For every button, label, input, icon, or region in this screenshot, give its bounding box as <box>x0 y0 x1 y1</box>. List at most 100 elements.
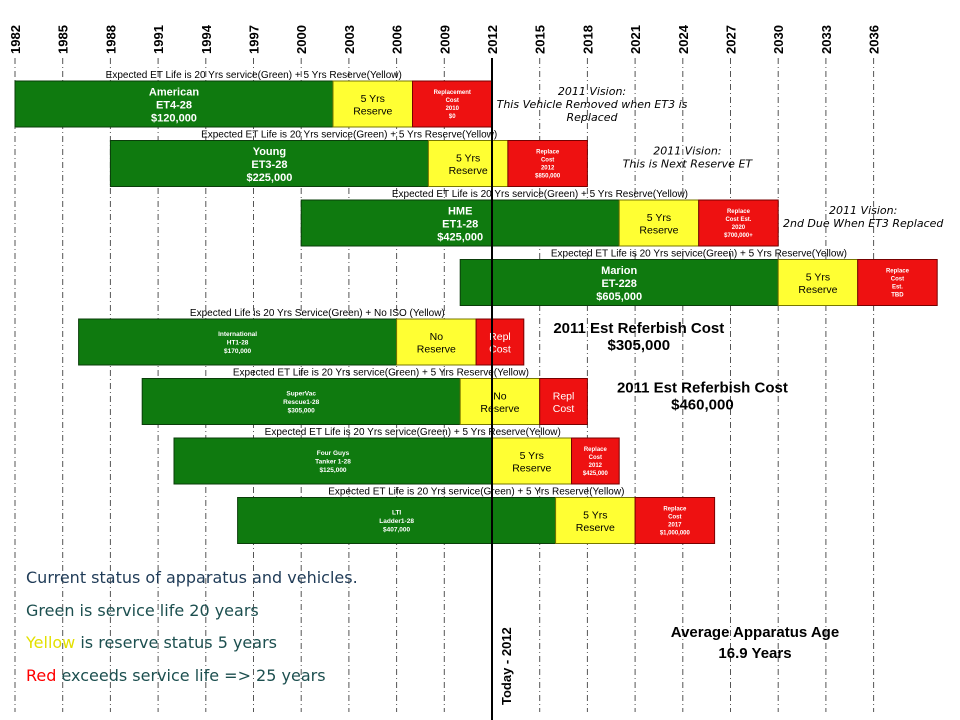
year-tick-1991: 1991 <box>151 25 166 54</box>
year-tick-2012: 2012 <box>485 25 500 54</box>
vehicle-header: Expected ET Life is 20 Yrs service(Green… <box>551 249 847 260</box>
replacement-segment <box>634 497 716 544</box>
legend: Current status of apparatus and vehicles… <box>26 562 358 692</box>
average-age-text: Average Apparatus Age 16.9 Years <box>671 624 839 662</box>
vehicle-row-3: Expected ET Life is 20 Yrs service(Green… <box>300 189 779 247</box>
annotation-1: 2011 Vision: This Vehicle Removed when ET… <box>497 85 688 124</box>
year-tick-1997: 1997 <box>247 25 262 54</box>
reserve-segment <box>777 259 859 306</box>
year-tick-2036: 2036 <box>867 25 882 54</box>
vehicle-info-text: Young ET3-28 $225,000 <box>246 146 292 184</box>
replacement-cost-text: Replace Cost 2012 $425,000 <box>583 447 609 477</box>
legend-green-line: Green is service life 20 years <box>26 600 259 620</box>
reserve-text: No Reserve <box>480 391 519 416</box>
reserve-segment <box>332 80 413 128</box>
service-life-segment <box>459 259 779 306</box>
replacement-cost-text: Replace Cost Est. TBD <box>886 269 910 299</box>
year-tick-2006: 2006 <box>390 25 405 54</box>
reserve-segment <box>459 378 541 425</box>
year-tick-1982: 1982 <box>8 25 23 54</box>
year-tick-labels: 1982 1985 1988 1991 1994 1997 2000 2003 2006 2009… <box>8 24 882 54</box>
legend-intro: Current status of apparatus and vehicles… <box>26 568 358 587</box>
reserve-segment <box>396 318 477 366</box>
reserve-segment <box>427 140 509 187</box>
year-tick-1988: 1988 <box>103 25 118 54</box>
legend-red-rest: exceeds service life => 25 years <box>56 665 326 685</box>
legend-yellow-word: Yellow <box>26 633 76 652</box>
reserve-text: 5 Yrs Reserve <box>798 272 837 297</box>
replacement-cost-text: Repl Cost <box>489 331 511 356</box>
vehicle-header: Expected Life is 20 Yrs Service(Green) +… <box>190 308 445 319</box>
replacement-segment <box>571 437 620 485</box>
annotation-5: 2011 Est Referbish Cost $460,000 <box>617 380 788 414</box>
year-tick-2018: 2018 <box>580 25 595 54</box>
replacement-cost-text: Replace Cost 2017 $1,000,000 <box>660 507 691 537</box>
reserve-text: 5 Yrs Reserve <box>576 510 615 535</box>
vehicle-header: Expected ET Life is 20 Yrs service(Green… <box>328 487 624 498</box>
replacement-cost-text: Replace Cost Est. 2020 $700,000+ <box>724 209 753 239</box>
vehicle-row-5: Expected Life is 20 Yrs Service(Green) +… <box>78 308 525 366</box>
vehicle-info-text: Marion ET-228 $605,000 <box>596 265 642 303</box>
vehicle-row-6: Expected ET Life is 20 Yrs service(Green… <box>141 368 588 425</box>
replacement-segment <box>507 140 588 187</box>
year-tick-2009: 2009 <box>437 25 452 54</box>
annotation-4: 2011 Est Referbish Cost $305,000 <box>553 320 724 354</box>
reserve-text: 5 Yrs Reserve <box>353 93 392 118</box>
annotation-2: 2011 Vision: This is Next Reserve ET <box>623 145 754 171</box>
vehicle-info-text: International HT1-28 $170,000 <box>218 331 257 355</box>
vehicle-row-1: Expected ET Life is 20 Yrs service(Green… <box>14 70 493 128</box>
vehicle-header: Expected ET Life is 20 Yrs service(Green… <box>106 70 402 81</box>
vehicle-info-text: SuperVac Rescue1-28 $305,000 <box>283 390 320 414</box>
service-life-segment <box>300 199 620 247</box>
vehicle-header: Expected ET Life is 20 Yrs service(Green… <box>265 427 561 438</box>
legend-yellow-line: Yellow is reserve status 5 years <box>26 627 358 660</box>
legend-red-word: Red <box>26 665 57 685</box>
year-tick-2000: 2000 <box>294 25 309 54</box>
vehicle-info-text: American ET4-28 $120,000 <box>149 87 199 125</box>
legend-yellow-rest: is reserve status 5 years <box>75 633 277 652</box>
service-life-segment <box>141 378 461 425</box>
service-life-segment <box>237 497 557 544</box>
vehicle-header: Expected ET Life is 20 Yrs service(Green… <box>233 368 529 379</box>
year-tick-2015: 2015 <box>533 25 548 54</box>
vehicle-row-8: Expected ET Life is 20 Yrs service(Green… <box>237 487 716 544</box>
replacement-cost-text: Replace Cost 2012 $850,000 <box>535 150 561 180</box>
replacement-segment <box>698 199 779 247</box>
replacement-segment <box>857 259 938 306</box>
replacement-segment <box>539 378 588 425</box>
reserve-text: 5 Yrs Reserve <box>639 212 678 237</box>
year-tick-2033: 2033 <box>819 25 834 54</box>
vehicle-row-2: Expected ET Life is 20 Yrs service(Green… <box>109 130 588 187</box>
vehicle-row-4: Expected ET Life is 20 Yrs service(Green… <box>459 249 938 306</box>
average-age-note: Average Apparatus Age 16.9 Years <box>671 624 839 662</box>
vehicle-info-text: HME ET1-28 $425,000 <box>437 206 483 244</box>
vehicle-header: Expected ET Life is 20 Yrs service(Green… <box>201 130 497 141</box>
replacement-cost-text: Repl Cost <box>553 391 575 416</box>
replacement-cost-text: Replacement Cost 2010 $0 <box>434 90 471 120</box>
annotation-3: 2011 Vision: 2nd Due When ET3 Replaced <box>783 204 944 230</box>
year-tick-1985: 1985 <box>56 25 71 54</box>
vision-annotations: 2011 Vision: This Vehicle Removed when ET… <box>497 85 945 414</box>
year-tick-2027: 2027 <box>724 25 739 54</box>
reserve-segment <box>618 199 700 247</box>
service-life-segment <box>14 80 334 128</box>
vehicle-row-7: Expected ET Life is 20 Yrs service(Green… <box>173 427 620 485</box>
year-tick-2024: 2024 <box>676 24 691 54</box>
reserve-text: 5 Yrs Reserve <box>449 153 488 178</box>
year-tick-2030: 2030 <box>771 25 786 54</box>
service-life-segment <box>78 318 398 366</box>
vehicle-life-bars: Expected ET Life is 20 Yrs service(Green… <box>14 70 938 544</box>
replacement-segment <box>412 80 493 128</box>
year-tick-2021: 2021 <box>628 25 643 54</box>
today-marker: Today - 2012 <box>491 58 514 720</box>
legend-red-line: Red exceeds service life => 25 years <box>26 660 358 693</box>
vehicle-header: Expected ET Life is 20 Yrs service(Green… <box>392 189 688 200</box>
year-tick-1994: 1994 <box>199 24 214 54</box>
reserve-text: No Reserve <box>417 331 456 356</box>
replacement-segment <box>475 318 525 366</box>
vehicle-info-text: LTI Ladder1-28 $407,000 <box>379 509 414 533</box>
reserve-text: 5 Yrs Reserve <box>512 450 551 475</box>
today-label: Today - 2012 <box>499 627 514 705</box>
service-life-segment <box>109 140 429 187</box>
